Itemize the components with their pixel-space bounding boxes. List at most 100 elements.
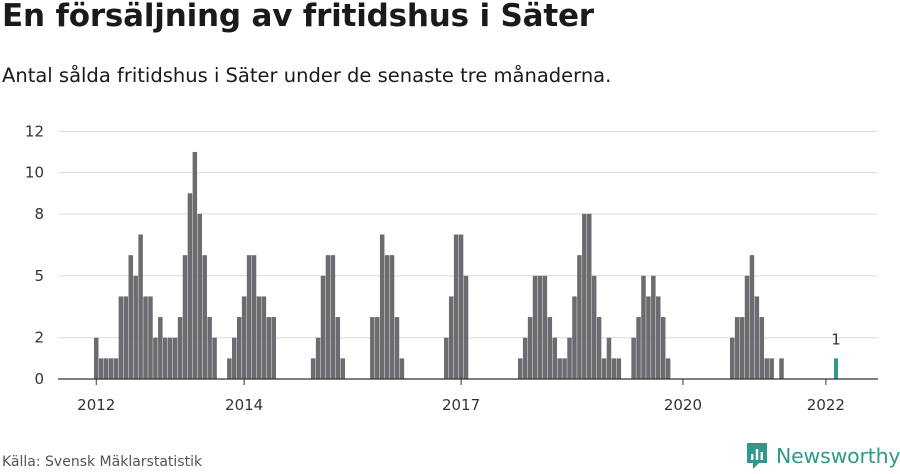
bar: [542, 275, 548, 379]
bar: [522, 337, 528, 379]
bar: [94, 337, 99, 379]
bar: [596, 317, 602, 379]
bar: [315, 337, 321, 379]
brand-name: Newsworthy: [776, 444, 900, 468]
bar: [601, 358, 607, 379]
bar: [256, 296, 262, 379]
highlight-bar: [834, 358, 838, 379]
bar: [266, 317, 272, 379]
bar: [384, 255, 390, 379]
bar: [557, 358, 562, 379]
bar: [532, 275, 538, 379]
bar: [187, 193, 193, 379]
x-tick-label: 2014: [225, 396, 263, 414]
brand-logo[interactable]: Newsworthy: [745, 441, 900, 471]
bar: [310, 358, 316, 379]
bar: [552, 337, 557, 379]
bar: [567, 337, 572, 379]
bar: [646, 296, 651, 379]
bar: [158, 317, 163, 379]
bar: [177, 317, 183, 379]
bar: [527, 317, 533, 379]
bar: [232, 337, 237, 379]
bar: [611, 358, 617, 379]
axes: 0 2 5 8 10 12 2012 2014 2017 2020 2022: [25, 122, 878, 414]
bar: [172, 337, 178, 379]
bar: [651, 275, 656, 379]
x-tick-label: 2017: [442, 396, 480, 414]
bar: [236, 317, 242, 379]
bar: [148, 296, 153, 379]
bar: [399, 358, 405, 379]
bar: [660, 317, 666, 379]
source-note: Källa: Svensk Mäklarstatistik: [2, 454, 203, 470]
bar: [665, 358, 671, 379]
bar: [133, 275, 138, 379]
bar: [138, 234, 143, 379]
bar: [591, 275, 597, 379]
bar: [744, 275, 750, 379]
bar: [98, 358, 104, 379]
bar: [113, 358, 119, 379]
bar: [394, 317, 400, 379]
bar: [572, 296, 577, 379]
bar: [656, 296, 661, 379]
bar: [616, 358, 622, 379]
bar: [577, 255, 582, 379]
bar: [197, 213, 203, 379]
bar: [251, 255, 257, 379]
bar: [241, 296, 247, 379]
y-tick-label: 0: [34, 370, 44, 388]
y-tick-label: 8: [34, 205, 44, 223]
y-tick-label: 10: [25, 164, 44, 182]
bar: [118, 296, 124, 379]
bar: [330, 255, 336, 379]
bar: [123, 296, 129, 379]
chart-title: En försäljning av fritidshus i Säter: [2, 0, 594, 34]
bar: [182, 255, 188, 379]
bar: [587, 213, 592, 379]
bar: [212, 337, 217, 379]
bar: [749, 255, 755, 379]
bar: [370, 317, 375, 379]
bar: [128, 255, 134, 379]
bar: [582, 213, 587, 379]
bar: [153, 337, 158, 379]
bar: [759, 317, 765, 379]
bar: [320, 275, 326, 379]
bar-chart: 1 0 2 5 8 10 12 2012 2014 2017 2020 2022: [25, 122, 878, 414]
bar: [246, 255, 252, 379]
bar: [375, 317, 380, 379]
bar: [207, 317, 212, 379]
bar: [636, 317, 641, 379]
bar: [769, 358, 774, 379]
chart-subtitle: Antal sålda fritidshus i Säter under de …: [2, 64, 612, 87]
newsworthy-logo-icon: [747, 443, 767, 469]
bar: [764, 358, 769, 379]
bar: [261, 296, 267, 379]
highlight-value-label: 1: [831, 330, 841, 348]
bar: [754, 296, 760, 379]
bar: [606, 337, 612, 379]
y-tick-label: 5: [34, 267, 44, 285]
bar: [729, 337, 735, 379]
bar: [325, 255, 331, 379]
bar: [641, 275, 646, 379]
bar: [335, 317, 341, 379]
bar: [562, 358, 567, 379]
bar: [453, 234, 459, 379]
bar: [379, 234, 385, 379]
bar: [537, 275, 543, 379]
bar: [463, 275, 469, 379]
bar: [271, 317, 276, 379]
bar: [448, 296, 454, 379]
x-tick-label: 2020: [664, 396, 702, 414]
bar: [192, 151, 198, 379]
bar: [143, 296, 148, 379]
x-tick-label: 2022: [807, 396, 845, 414]
bar: [444, 337, 449, 379]
y-tick-label: 12: [25, 122, 44, 140]
bar: [739, 317, 745, 379]
bar: [103, 358, 109, 379]
y-tick-label: 2: [34, 329, 44, 347]
